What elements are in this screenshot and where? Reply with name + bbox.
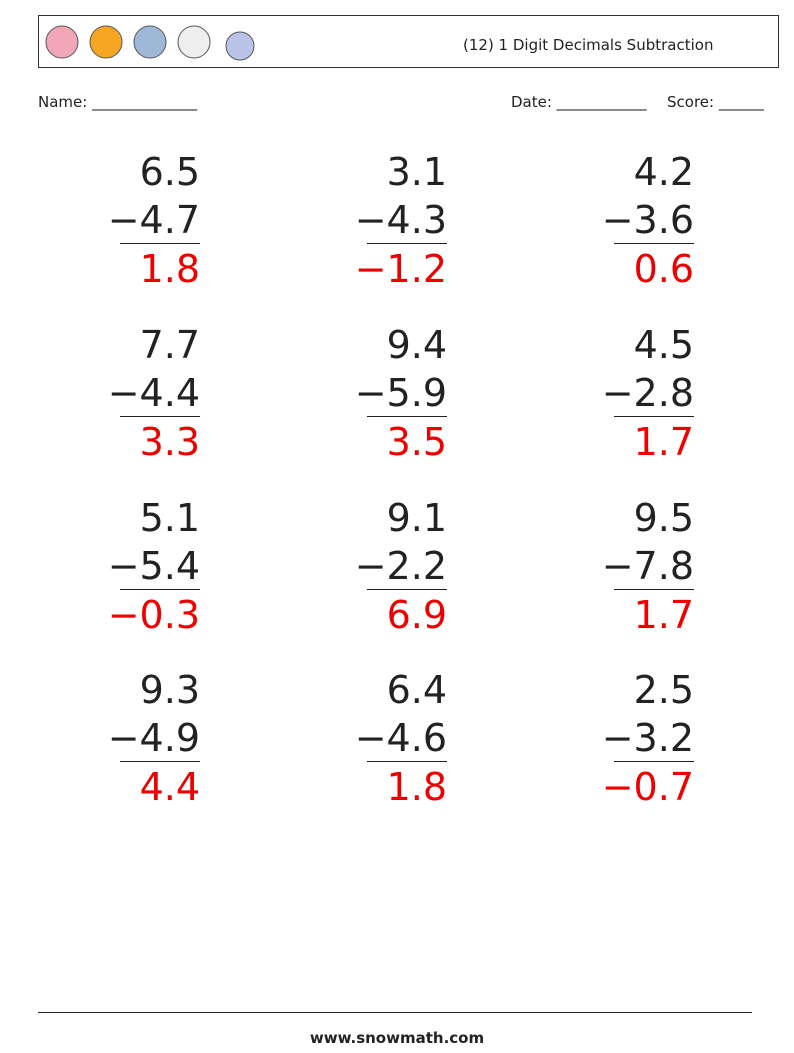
subtrahend: −4.7 — [107, 198, 200, 242]
answer: 0.6 — [633, 247, 694, 291]
score-field: Score: ______ — [667, 93, 764, 111]
minuend: 2.5 — [633, 668, 694, 712]
minuend: 9.3 — [139, 668, 200, 712]
subtrahend: −4.6 — [354, 716, 447, 760]
subtrahend: −4.3 — [354, 198, 447, 242]
subtrahend: −7.8 — [601, 544, 694, 588]
answer-line — [120, 761, 200, 762]
answer: 1.8 — [386, 765, 447, 809]
minuend: 9.5 — [633, 496, 694, 540]
answer: 1.7 — [633, 420, 694, 464]
subtrahend: −2.2 — [354, 544, 447, 588]
answer: 3.3 — [139, 420, 200, 464]
date-field: Date: ____________ — [511, 93, 647, 111]
answer-line — [120, 243, 200, 244]
animal-icons — [45, 25, 255, 61]
answer-line — [614, 243, 694, 244]
footer-rule — [38, 1012, 752, 1013]
answer-line — [367, 589, 447, 590]
subtrahend: −2.8 — [601, 371, 694, 415]
subtrahend: −4.9 — [107, 716, 200, 760]
minuend: 6.4 — [386, 668, 447, 712]
answer-line — [120, 589, 200, 590]
answer: −0.7 — [601, 765, 694, 809]
answer: 4.4 — [139, 765, 200, 809]
answer-line — [614, 416, 694, 417]
answer: −0.3 — [107, 593, 200, 637]
answer: 1.8 — [139, 247, 200, 291]
answer: 6.9 — [386, 593, 447, 637]
subtrahend: −3.2 — [601, 716, 694, 760]
answer: 1.7 — [633, 593, 694, 637]
minuend: 4.2 — [633, 150, 694, 194]
subtrahend: −5.4 — [107, 544, 200, 588]
answer-line — [614, 589, 694, 590]
minuend: 3.1 — [386, 150, 447, 194]
answer-line — [367, 416, 447, 417]
subtrahend: −3.6 — [601, 198, 694, 242]
minuend: 5.1 — [139, 496, 200, 540]
minuend: 9.1 — [386, 496, 447, 540]
answer-line — [367, 243, 447, 244]
name-field: Name: ______________ — [38, 93, 198, 111]
header-box — [38, 15, 779, 68]
footer-site: www.snowmath.com — [309, 1029, 485, 1047]
answer-line — [614, 761, 694, 762]
title: (12) 1 Digit Decimals Subtraction — [463, 36, 714, 54]
answer-line — [120, 416, 200, 417]
minuend: 9.4 — [386, 323, 447, 367]
subtrahend: −4.4 — [107, 371, 200, 415]
minuend: 6.5 — [139, 150, 200, 194]
answer: 3.5 — [386, 420, 447, 464]
answer: −1.2 — [354, 247, 447, 291]
minuend: 4.5 — [633, 323, 694, 367]
minuend: 7.7 — [139, 323, 200, 367]
subtrahend: −5.9 — [354, 371, 447, 415]
answer-line — [367, 761, 447, 762]
